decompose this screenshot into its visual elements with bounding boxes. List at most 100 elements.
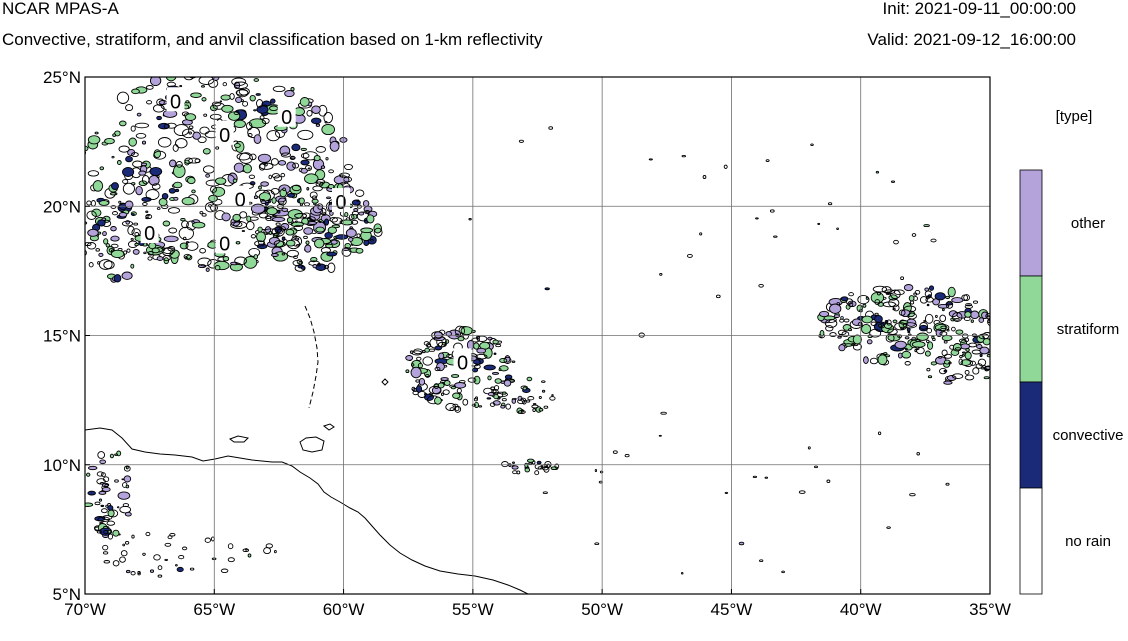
contour-label-box [166,87,185,112]
precip-cell [264,162,268,167]
colorbar-legend: [type] other stratiform convective no rain [1019,108,1123,595]
precip-cell [210,185,217,194]
precip-cell [972,367,980,375]
precip-cell [205,173,210,178]
precip-cell [450,385,456,390]
precip-cell [253,134,262,144]
precip-cell [810,143,814,146]
precip-cell [986,315,990,318]
precip-cell [982,338,990,346]
precip-cell [534,470,540,476]
precip-cell [254,240,266,247]
precip-cell [409,350,414,354]
precip-cell [85,502,94,507]
precip-cell [104,137,115,145]
contour-label-box [231,185,250,210]
precip-cell [893,239,899,245]
precip-cell [131,534,135,539]
precip-cell [915,346,920,350]
precip-cell [147,251,154,256]
contour-label-box [453,348,472,373]
precip-cell [128,137,137,147]
precip-cell [185,241,199,251]
precip-cell [954,317,960,321]
precip-cell [882,301,896,308]
precip-cell [847,328,853,332]
precip-cell [145,531,151,537]
precip-cell [518,139,524,143]
precip-cell [442,389,450,395]
precip-cell [916,346,925,355]
precip-cell [335,234,349,240]
precip-cell [222,256,230,262]
precip-cell [116,160,122,165]
precip-cell [314,238,325,249]
precip-cell [351,219,359,225]
precip-cell [827,202,833,206]
precip-cell [234,256,247,266]
precip-cell [321,123,336,136]
precip-cell [937,355,943,359]
precip-cell [278,160,287,166]
precip-cell [943,369,948,373]
precip-cell [927,375,933,379]
precip-cell [341,247,352,257]
precip-cell [532,408,536,412]
precip-cell [894,322,908,331]
precip-cell [869,328,882,338]
precip-cell [946,329,950,332]
precip-cell [904,336,910,340]
precip-cell [221,104,234,113]
precip-cell [961,351,966,354]
precip-cell [838,344,846,352]
precip-cell [172,144,179,152]
precip-cell [897,352,903,359]
precip-cell [202,165,215,174]
precip-cell [773,235,778,238]
precip-cell [304,202,310,207]
precip-cell [965,303,972,307]
precip-cell [257,226,263,233]
precip-cell [344,211,349,218]
precip-cell [156,174,160,179]
precip-cell [281,252,286,256]
precip-cell [292,234,297,239]
precip-cell [191,189,196,194]
contour-label-box [277,102,296,127]
precip-cell [120,550,128,557]
precip-cell [930,238,937,243]
precip-cell [157,574,163,578]
precip-cell [945,300,954,309]
precip-cell [303,235,308,240]
precip-cell [686,253,693,258]
precip-cell [699,232,703,236]
precip-cell [942,308,945,312]
precip-cell [874,299,881,306]
precip-cell [473,375,481,385]
precip-cell [813,465,819,469]
precip-cell [474,364,481,370]
precip-cell [817,222,821,225]
precip-cell [512,461,515,464]
precip-cell [132,249,140,255]
precip-cell [958,358,964,366]
precip-cell [310,117,322,125]
precip-cell [131,182,136,186]
precip-cell [340,219,354,226]
precip-cell [253,195,258,200]
precip-cell [168,227,178,234]
precip-cell [151,183,161,190]
precip-cell [96,471,104,477]
precip-cell [327,226,337,234]
precip-cell [271,226,285,237]
precip-cell [233,119,246,129]
precip-cell [161,192,169,200]
precip-cell [930,361,938,366]
precip-cell [503,356,512,364]
precip-cell [157,137,172,148]
precip-cell [836,302,840,306]
precip-cell [248,174,256,179]
precip-cell [270,187,280,195]
precip-cell [258,185,262,190]
precip-cell [475,353,488,360]
